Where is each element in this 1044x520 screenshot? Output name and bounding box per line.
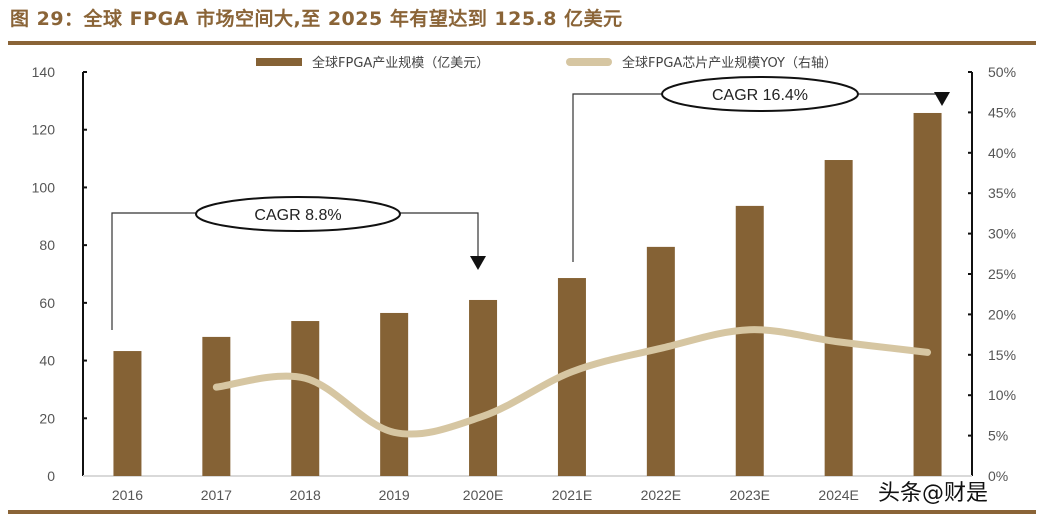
bar xyxy=(646,246,675,476)
y-right-tick-label: 45% xyxy=(988,104,1016,120)
x-tick-label: 2019 xyxy=(379,487,410,503)
y-left-tick-label: 60 xyxy=(39,295,55,311)
x-tick-label: 2016 xyxy=(112,487,143,503)
bar xyxy=(113,351,142,476)
bar-series xyxy=(113,112,942,476)
cagr-annotation-2: CAGR 16.4% xyxy=(572,76,950,262)
y-right-tick-label: 30% xyxy=(988,226,1016,242)
y-left-tick-label: 140 xyxy=(32,64,56,80)
line-series xyxy=(212,326,932,438)
bar xyxy=(202,336,231,476)
y-right-tick-label: 40% xyxy=(988,145,1016,161)
legend: 全球FPGA产业规模（亿美元） 全球FPGA芯片产业规模YOY（右轴） xyxy=(256,55,837,71)
x-tick-label: 2020E xyxy=(463,487,503,503)
y-right-tick-label: 35% xyxy=(988,185,1016,201)
y-right-tick-label: 50% xyxy=(988,64,1016,80)
x-tick-label: 2022E xyxy=(641,487,681,503)
y-right-tick-label: 0% xyxy=(988,468,1008,484)
title-divider xyxy=(8,41,1036,45)
legend-bar-label: 全球FPGA产业规模（亿美元） xyxy=(312,55,489,71)
cagr-label-1: CAGR 8.8% xyxy=(254,207,341,224)
y-right-tick-label: 20% xyxy=(988,306,1016,322)
y-left-tick-label: 40 xyxy=(39,353,55,369)
legend-bar-swatch xyxy=(256,58,302,66)
arrow-down-icon xyxy=(934,92,950,106)
y-left-tick-label: 0 xyxy=(47,468,55,484)
bottom-divider xyxy=(8,510,1036,514)
bar xyxy=(735,205,764,476)
y-right-tick-label: 5% xyxy=(988,428,1008,444)
x-tick-label: 2023E xyxy=(730,487,770,503)
x-tick-label: 2018 xyxy=(290,487,321,503)
bar xyxy=(913,112,942,476)
x-axis-labels: 2016 2017 2018 2019 2020E 2021E 2022E 2023E 2024… xyxy=(112,487,859,503)
arrow-down-icon xyxy=(470,256,486,270)
cagr-annotation-1: CAGR 8.8% xyxy=(111,196,486,330)
x-tick-label: 2017 xyxy=(201,487,232,503)
legend-line-swatch xyxy=(566,58,612,66)
legend-line-label: 全球FPGA芯片产业规模YOY（右轴） xyxy=(622,55,837,71)
x-tick-label: 2024E xyxy=(818,487,858,503)
y-left-tick-label: 20 xyxy=(39,410,55,426)
bar xyxy=(380,312,409,476)
y-left-tick-label: 100 xyxy=(32,179,56,195)
y-right-tick-label: 25% xyxy=(988,266,1016,282)
x-tick-label: 2021E xyxy=(552,487,592,503)
y-left-tick-label: 120 xyxy=(32,122,56,138)
bar xyxy=(291,321,320,476)
bar xyxy=(824,160,853,476)
cagr-ellipse xyxy=(195,196,401,232)
watermark: 头条@财是 xyxy=(878,481,988,506)
bar xyxy=(469,299,498,476)
cagr-ellipse xyxy=(661,76,859,112)
cagr-label-2: CAGR 16.4% xyxy=(712,87,808,104)
yoy-line xyxy=(212,326,932,438)
y-left-tick-label: 80 xyxy=(39,237,55,253)
chart-title: 图 29：全球 FPGA 市场空间大,至 2025 年有望达到 125.8 亿美… xyxy=(10,8,623,30)
axes: 0 20 40 60 80 100 120 140 0% 5% 10% 15% 20% 25% 30% 35%… xyxy=(32,64,1016,484)
y-right-tick-label: 15% xyxy=(988,347,1016,363)
y-right-tick-label: 10% xyxy=(988,387,1016,403)
